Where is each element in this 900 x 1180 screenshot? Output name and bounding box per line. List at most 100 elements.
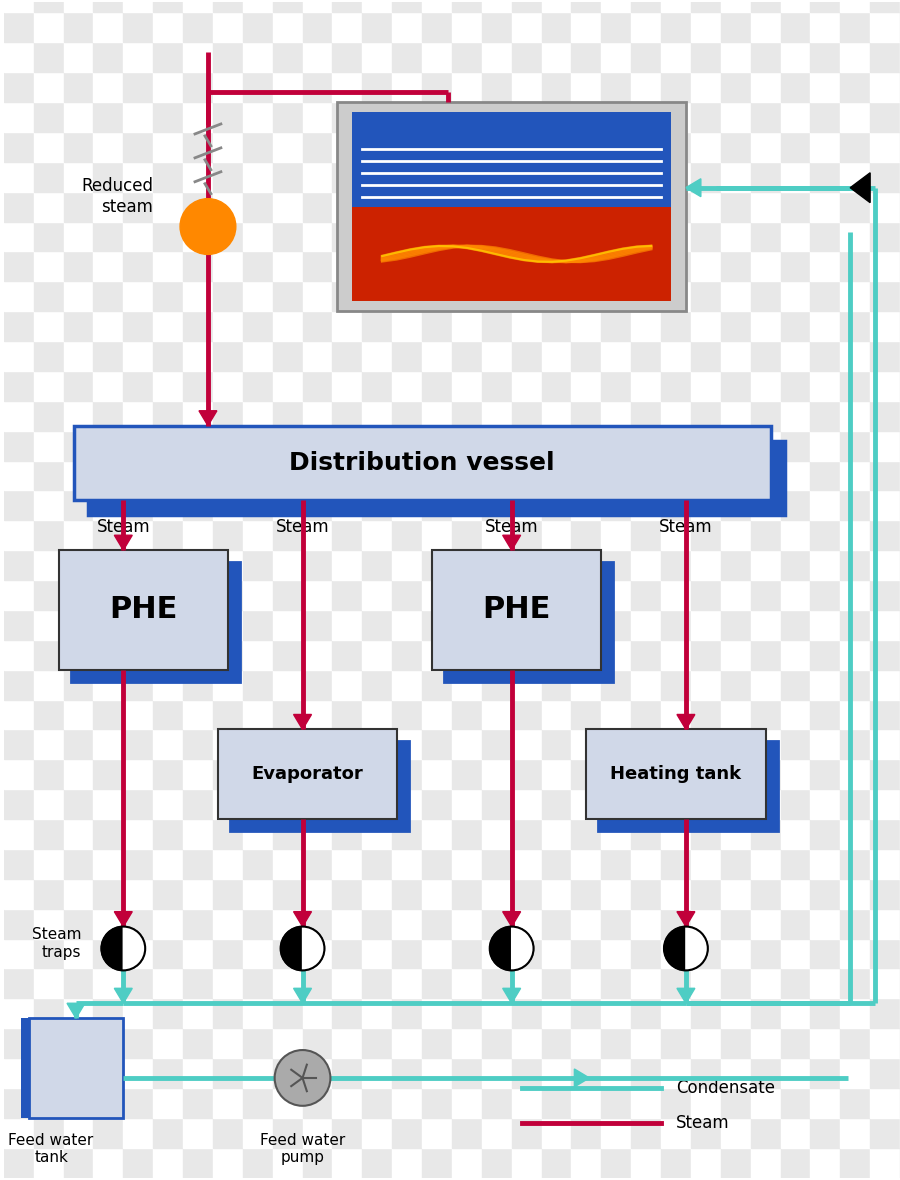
Bar [631,848,661,879]
FancyBboxPatch shape [352,112,671,206]
Bar [751,191,780,222]
Bar [780,1028,810,1058]
Bar [392,550,422,581]
Bar [363,1148,392,1178]
Bar [661,1117,691,1148]
Bar [4,879,33,909]
Bar [64,520,94,550]
Bar [392,969,422,998]
Bar [780,281,810,312]
Bar [363,729,392,759]
Bar [691,700,721,729]
Bar [780,520,810,550]
Bar [183,789,213,819]
Bar [4,162,33,191]
Bar [482,281,511,312]
Bar [123,729,153,759]
Bar [810,13,841,42]
Bar [243,670,273,700]
Bar [4,460,33,491]
Bar [302,700,332,729]
Bar [542,13,572,42]
Bar [4,550,33,581]
Bar [332,729,363,759]
Bar [243,969,273,998]
Bar [870,1058,900,1088]
Bar [64,640,94,670]
Bar [392,759,422,789]
Bar [363,670,392,700]
Bar [870,759,900,789]
Bar [302,491,332,520]
Bar [392,13,422,42]
Bar [64,729,94,759]
Polygon shape [114,912,132,926]
Bar [213,0,243,13]
Bar [452,998,482,1028]
Bar [691,281,721,312]
Bar [482,789,511,819]
Bar [153,0,183,13]
FancyBboxPatch shape [586,729,766,819]
Bar [4,1148,33,1178]
Bar [183,13,213,42]
Bar [721,610,751,640]
Bar [542,72,572,101]
Bar [482,938,511,969]
Bar [213,460,243,491]
Bar [452,520,482,550]
Bar [511,312,542,341]
Bar [243,1028,273,1058]
Bar [780,998,810,1028]
Bar [392,909,422,938]
Bar [751,162,780,191]
Bar [721,969,751,998]
Bar [572,700,601,729]
Bar [4,670,33,700]
Bar [601,1088,631,1117]
Bar [213,640,243,670]
Bar [183,1028,213,1058]
Bar [273,222,302,251]
Bar [392,401,422,431]
Bar [183,491,213,520]
Bar [4,520,33,550]
Bar [422,42,452,72]
Bar [363,491,392,520]
Bar [392,848,422,879]
Bar [213,371,243,401]
Bar [33,581,64,610]
Bar [392,191,422,222]
Bar [601,42,631,72]
Bar [780,1117,810,1148]
Bar [422,938,452,969]
Bar [810,581,841,610]
Bar [482,1028,511,1058]
Bar [64,998,94,1028]
Text: Feed water
pump: Feed water pump [260,1133,346,1165]
Bar [64,670,94,700]
Bar [273,879,302,909]
Bar [601,460,631,491]
Bar [661,222,691,251]
Bar [661,789,691,819]
Bar [721,550,751,581]
Bar [661,998,691,1028]
FancyBboxPatch shape [58,550,228,670]
Bar [363,401,392,431]
Bar [33,0,64,13]
Bar [422,341,452,371]
Bar [721,72,751,101]
Bar [841,0,870,13]
Bar [392,1148,422,1178]
Bar [153,520,183,550]
Bar [332,848,363,879]
Bar [631,1117,661,1148]
Bar [33,42,64,72]
Text: Distribution vessel: Distribution vessel [289,451,554,476]
Bar [780,251,810,281]
Bar [213,969,243,998]
Bar [183,729,213,759]
Bar [691,550,721,581]
Bar [691,938,721,969]
